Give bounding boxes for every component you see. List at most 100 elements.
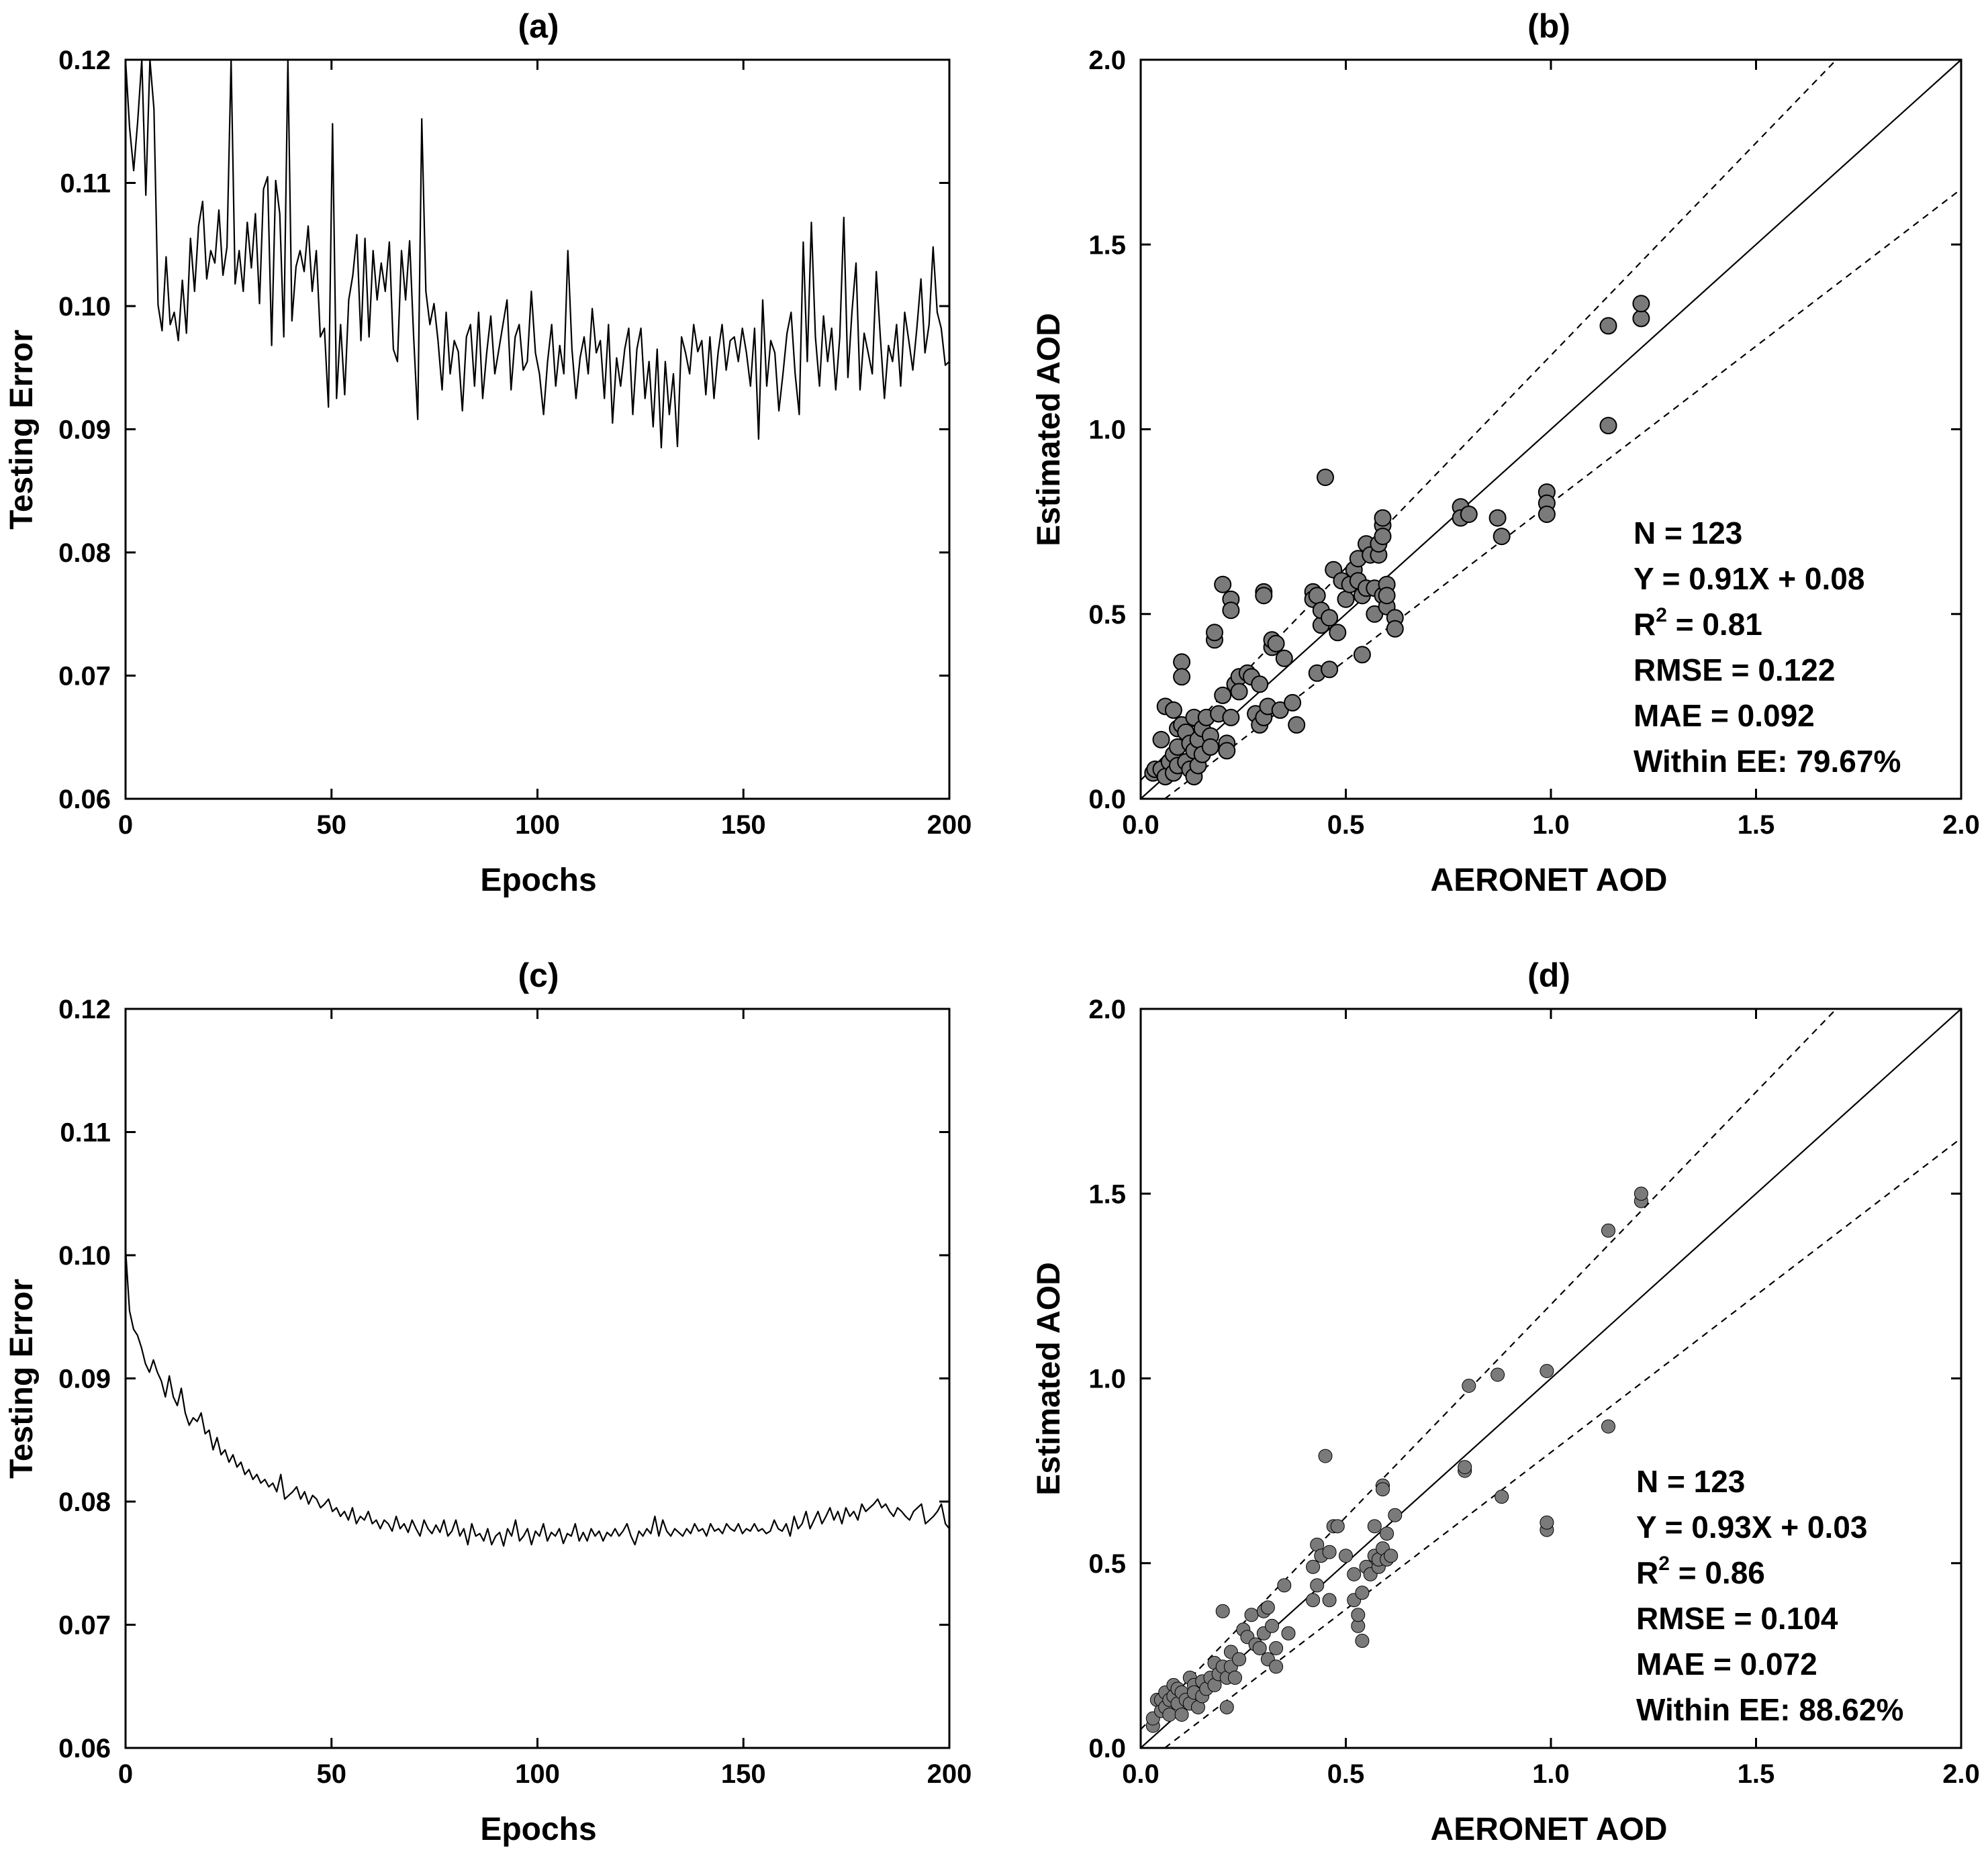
panel-c-series-line [124,1249,950,1547]
panel-b-scatter-point [1321,609,1339,627]
panel-c-x-tick-label: 100 [515,1759,560,1789]
panel-c-y-label: Testing Error [4,1279,40,1479]
panel-d-scatter-point [1355,1585,1370,1600]
panel-b-y-tick-label: 1.0 [1088,416,1126,445]
panel-a: (a) 0 50 100 150 200 0.06 0.07 0.08 0.09 0.10 0.11… [4,7,972,898]
panel-b-scatter-point [1152,730,1170,748]
panel-d-scatter-point [1330,1519,1345,1534]
panel-d-frame [1139,1008,1962,1749]
panel-d-scatter-point [1490,1367,1505,1382]
panel-b-scatter-point [1214,686,1232,704]
panel-b-scatter-point [1214,575,1232,593]
panel-d-scatter-point [1322,1545,1337,1559]
panel-b: (b) 0.0 0.5 1.0 1.5 2.0 0.0 0.5 1.0 1.5 2.0 AERON… [1031,7,1980,898]
panel-d-stat-r2: R2 = 0.86 [1636,1553,1765,1590]
panel-a-frame [124,58,951,800]
panel-d-scatter-point [1347,1567,1362,1581]
panel-d-stat-n: N = 123 [1636,1464,1745,1499]
panel-b-scatter-point [1173,668,1191,686]
panel-b-scatter-point [1275,649,1293,667]
panel-a-x-tick-label: 150 [721,810,766,840]
panel-b-stat-r2-value: = 0.81 [1667,607,1762,642]
panel-b-scatter-point [1329,624,1347,642]
panel-c-x-tick-label: 50 [317,1759,347,1789]
panel-b-scatter-point [1374,528,1392,546]
panel-c-x-tick-label: 0 [118,1759,133,1789]
panel-b-scatter-point [1317,469,1334,487]
panel-b-scatter-point [1222,708,1240,726]
panel-a-x-tick-label: 100 [515,810,560,840]
panel-d-scatter-point [1367,1519,1382,1534]
panel-c-y-tick-label: 0.06 [58,1734,111,1763]
panel-d-y-tick-label: 1.5 [1088,1179,1126,1209]
panel-b-title: (b) [1527,7,1570,45]
panel-b-x-tick-label: 2.0 [1942,810,1980,840]
panel-d-scatter-point [1310,1578,1325,1593]
panel-d-scatter-point [1601,1419,1615,1434]
panel-c-frame [124,1008,951,1749]
panel-b-scatter-point [1378,587,1396,605]
panel-a-x-tick-label: 50 [317,810,347,840]
panel-b-x-tick-label: 1.0 [1532,810,1570,840]
panel-b-scatter-point [1374,509,1392,527]
panel-d-y-tick-label: 0.5 [1088,1549,1126,1579]
panel-d-scatter-point [1260,1600,1275,1615]
panel-d-scatter-point [1306,1593,1321,1608]
panel-d-scatter-point [1244,1608,1259,1622]
panel-b-x-label: AERONET AOD [1431,863,1668,898]
panel-b-scatter-point [1284,693,1302,712]
panel-d-stat-r2-value: = 0.86 [1670,1555,1765,1590]
panel-c-x-label: Epochs [480,1812,596,1847]
panel-b-frame [1139,58,1962,800]
panel-b-stats: N = 123 Y = 0.91X + 0.08 R2 = 0.81 RMSE … [1634,516,1901,779]
panel-d-stat-equation: Y = 0.93X + 0.03 [1636,1510,1867,1545]
panel-b-stat-n: N = 123 [1634,516,1742,550]
panel-b-y-label: Estimated AOD [1031,313,1067,546]
panel-b-stat-within-ee: Within EE: 79.67% [1634,744,1901,779]
panel-d-ee-lower-line [1164,1137,1962,1749]
panel-d-scatter-point [1265,1618,1279,1633]
panel-b-stat-r2-sup: 2 [1656,604,1667,626]
panel-b-scatter-point [1251,675,1269,693]
panel-b-scatter-point [1337,590,1355,608]
panel-d-scatter-point [1219,1700,1234,1714]
panel-d-scatter-point [1174,1708,1189,1722]
panel-b-stat-mae: MAE = 0.092 [1634,698,1815,733]
panel-d-scatter-point [1376,1482,1390,1497]
panel-b-stat-equation: Y = 0.91X + 0.08 [1634,561,1864,596]
panel-b-y-tick-label: 0.5 [1088,600,1126,630]
panel-b-x-tick-label: 0.5 [1327,810,1365,840]
panel-a-x-tick-label: 0 [118,810,133,840]
panel-b-stat-rmse: RMSE = 0.122 [1634,652,1835,687]
panel-d-ee-upper-line [1140,1008,1837,1730]
panel-d-scatter-point [1384,1549,1399,1563]
panel-d-scatter-point [1388,1508,1403,1522]
panel-b-scatter-point [1206,624,1223,642]
panel-b-x-tick-label: 1.5 [1738,810,1775,840]
panel-b-ee-upper-line [1140,59,1837,781]
panel-b-scatter-point [1537,505,1556,524]
panel-d-x-tick-label: 2.0 [1942,1759,1980,1789]
panel-c-x-tick-label: 150 [721,1759,766,1789]
panel-d-stats: N = 123 Y = 0.93X + 0.03 R2 = 0.86 RMSE … [1636,1464,1903,1727]
panel-d-stat-within-ee: Within EE: 88.62% [1636,1692,1903,1727]
panel-b-scatter-point [1267,634,1285,652]
panel-c-y-tick-label: 0.10 [58,1241,111,1271]
panel-d-stat-r2-r: R [1636,1555,1658,1590]
panel-d-scatter-point [1462,1379,1476,1393]
panel-d-scatter-point [1355,1633,1370,1648]
panel-b-scatter-point [1493,528,1511,546]
panel-d-scatter-point [1351,1608,1366,1622]
panel-d-scatter-point [1339,1549,1353,1563]
panel-b-stat-r2-r: R [1634,607,1656,642]
panel-d-scatter-point [1228,1670,1242,1685]
panel-a-y-tick-label: 0.08 [58,538,111,568]
panel-d-scatter-point [1540,1515,1554,1530]
panel-d-scatter-point [1277,1578,1292,1593]
panel-d-y-tick-label: 1.0 [1088,1365,1126,1394]
panel-d-y-tick-label: 2.0 [1088,995,1126,1024]
panel-b-scatter-point [1308,587,1326,605]
panel-c: (c) 0 50 100 150 200 0.06 0.07 0.08 0.09 0.10 0.11… [4,957,972,1847]
panel-d-x-tick-label: 0.0 [1122,1759,1159,1789]
